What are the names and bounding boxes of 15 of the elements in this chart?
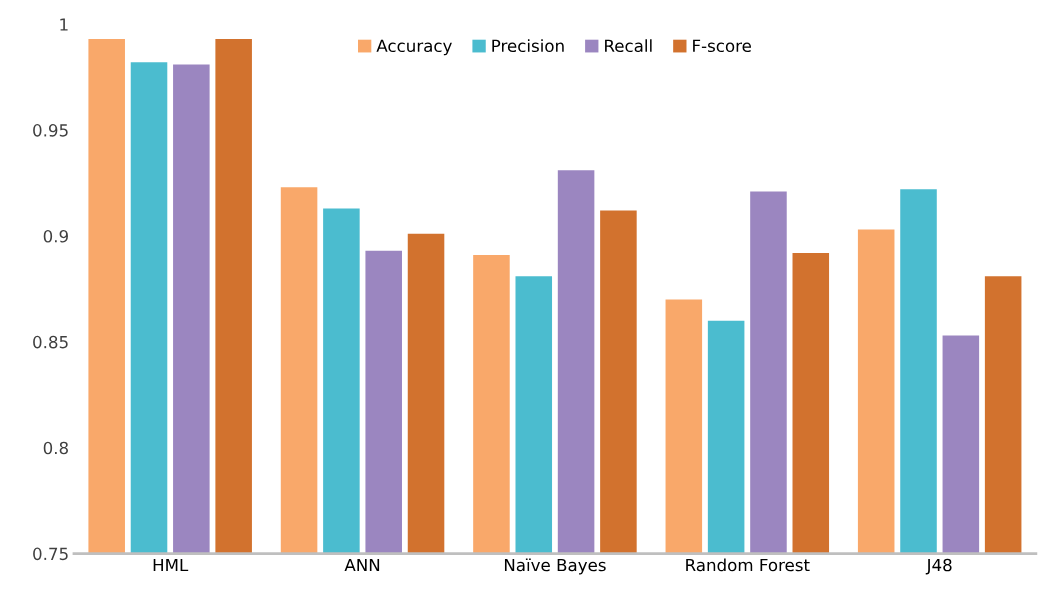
x-tick-label: Random Forest [686,558,810,572]
y-tick-label: 0.8 [43,441,68,455]
legend-label: F-score [693,39,751,53]
legend-label: Precision [492,39,564,53]
y-tick-label: 0.9 [43,229,68,243]
x-tick-label: ANN [344,558,380,572]
y-tick-label: 0.95 [33,124,68,137]
legend-label: Accuracy [376,39,452,56]
x-tick-label: Naïve Bayes [504,558,606,575]
y-tick-label: 0.75 [33,547,68,561]
y-tick-label: 1 [60,18,68,31]
y-tick-label: 0.85 [33,335,68,349]
x-tick-label: J48 [925,558,952,575]
x-tick-label: HML [153,558,189,572]
legend-label: Recall [605,39,652,53]
